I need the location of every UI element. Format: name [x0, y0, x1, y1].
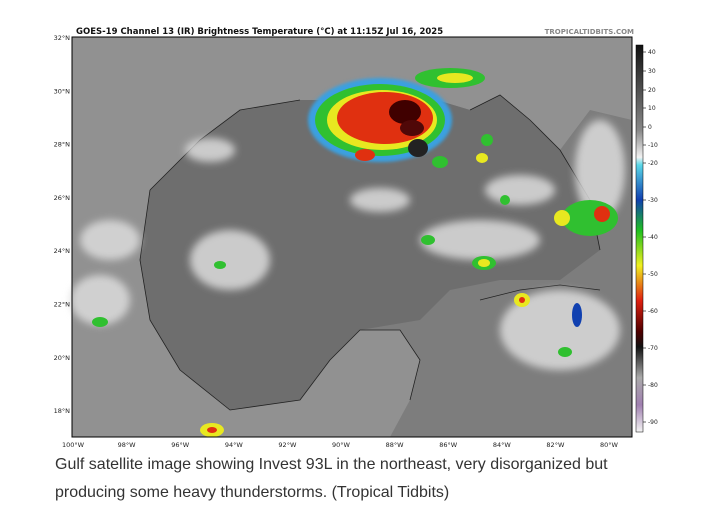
storm-complex: [308, 68, 485, 168]
lat-label: 20°N: [54, 354, 71, 362]
colorbar-label: 40: [648, 49, 656, 56]
colorbar-label: -20: [648, 160, 658, 167]
colorbar-label: 10: [648, 105, 656, 112]
lat-label: 18°N: [54, 407, 71, 415]
colorbar-label: -70: [648, 345, 658, 352]
lon-label: 92°W: [278, 441, 297, 449]
lon-label: 88°W: [386, 441, 405, 449]
lat-label: 32°N: [54, 34, 71, 42]
lon-label: 100°W: [62, 441, 85, 449]
map: [70, 36, 633, 438]
lat-label: 26°N: [54, 194, 71, 202]
satellite-figure: GOES-19 Channel 13 (IR) Brightness Tempe…: [53, 27, 658, 449]
lon-label: 86°W: [439, 441, 458, 449]
lon-label: 82°W: [546, 441, 565, 449]
lat-label: 22°N: [54, 301, 71, 309]
lon-label: 84°W: [493, 441, 512, 449]
colorbar-label: -80: [648, 382, 658, 389]
colorbar-label: 20: [648, 87, 656, 94]
lat-label: 30°N: [54, 87, 71, 95]
map-title: GOES-19 Channel 13 (IR) Brightness Tempe…: [76, 27, 443, 37]
colorbar-label: -30: [648, 197, 658, 204]
lat-label: 28°N: [54, 141, 71, 149]
colorbar-label: -90: [648, 419, 658, 426]
credit: TROPICALTIDBITS.COM: [545, 28, 634, 36]
colorbar-label: 0: [648, 124, 652, 131]
caption: Gulf satellite image showing Invest 93L …: [55, 456, 608, 501]
lon-label: 96°W: [171, 441, 190, 449]
lon-label: 98°W: [118, 441, 137, 449]
colorbar: [635, 44, 644, 433]
lon-label: 80°W: [600, 441, 619, 449]
lat-label: 24°N: [54, 247, 71, 255]
colorbar-label: -40: [648, 234, 658, 241]
lon-label: 90°W: [332, 441, 351, 449]
colorbar-label: -50: [648, 271, 658, 278]
lon-label: 94°W: [225, 441, 244, 449]
colorbar-label: 30: [648, 68, 656, 75]
convection-cells: [92, 134, 618, 437]
colorbar-label: -10: [648, 142, 658, 149]
colorbar-label: -60: [648, 308, 658, 315]
